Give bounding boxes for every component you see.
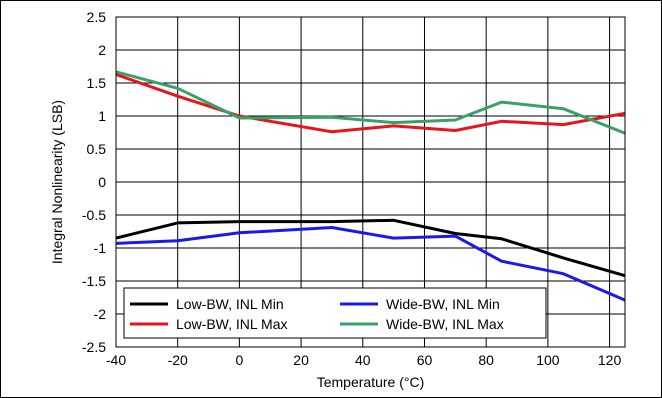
legend: Low-BW, INL Min Wide-BW, INL Min Low-BW, I… <box>123 287 547 339</box>
y-tick-label: -2.5 <box>82 339 106 355</box>
legend-label: Low-BW, INL Min <box>176 296 284 312</box>
series-lines <box>116 70 625 302</box>
tick-labels: -40 -20 0 20 40 60 80 100 120 2.5 2 1.5 1 0.5 0 -0.5 -1 -… <box>82 9 622 368</box>
y-tick-label: 1 <box>98 108 106 124</box>
x-tick-label: -20 <box>168 352 188 368</box>
x-tick-label: -40 <box>106 352 126 368</box>
x-tick-label: 60 <box>417 352 433 368</box>
y-tick-label: -1 <box>94 240 107 256</box>
legend-box <box>123 287 547 339</box>
series-line-2 <box>116 72 625 134</box>
x-tick-label: 120 <box>598 352 622 368</box>
plot-area <box>115 16 626 348</box>
legend-label: Wide-BW, INL Min <box>386 296 500 312</box>
y-tick-label: -2 <box>94 306 107 322</box>
series-line-4 <box>116 70 625 135</box>
y-tick-label: 2.5 <box>87 9 107 25</box>
x-tick-label: 20 <box>293 352 309 368</box>
y-tick-label: -0.5 <box>82 207 106 223</box>
y-tick-label: -1.5 <box>82 273 106 289</box>
y-tick-label: 1.5 <box>87 75 107 91</box>
x-tick-label: 80 <box>478 352 494 368</box>
legend-label: Wide-BW, INL Max <box>386 316 504 332</box>
x-tick-label: 100 <box>536 352 560 368</box>
legend-label: Low-BW, INL Max <box>176 316 288 332</box>
series-line-3 <box>116 226 625 302</box>
y-tick-label: 2 <box>98 42 106 58</box>
x-tick-label: 40 <box>355 352 371 368</box>
x-axis-label: Temperature (°C) <box>317 374 425 390</box>
x-tick-label: 0 <box>235 352 243 368</box>
y-axis-label: Integral Nonlinearity (LSB) <box>49 100 65 264</box>
series-line-1 <box>116 218 625 278</box>
y-tick-label: 0.5 <box>87 141 107 157</box>
y-tick-label: 0 <box>98 174 106 190</box>
